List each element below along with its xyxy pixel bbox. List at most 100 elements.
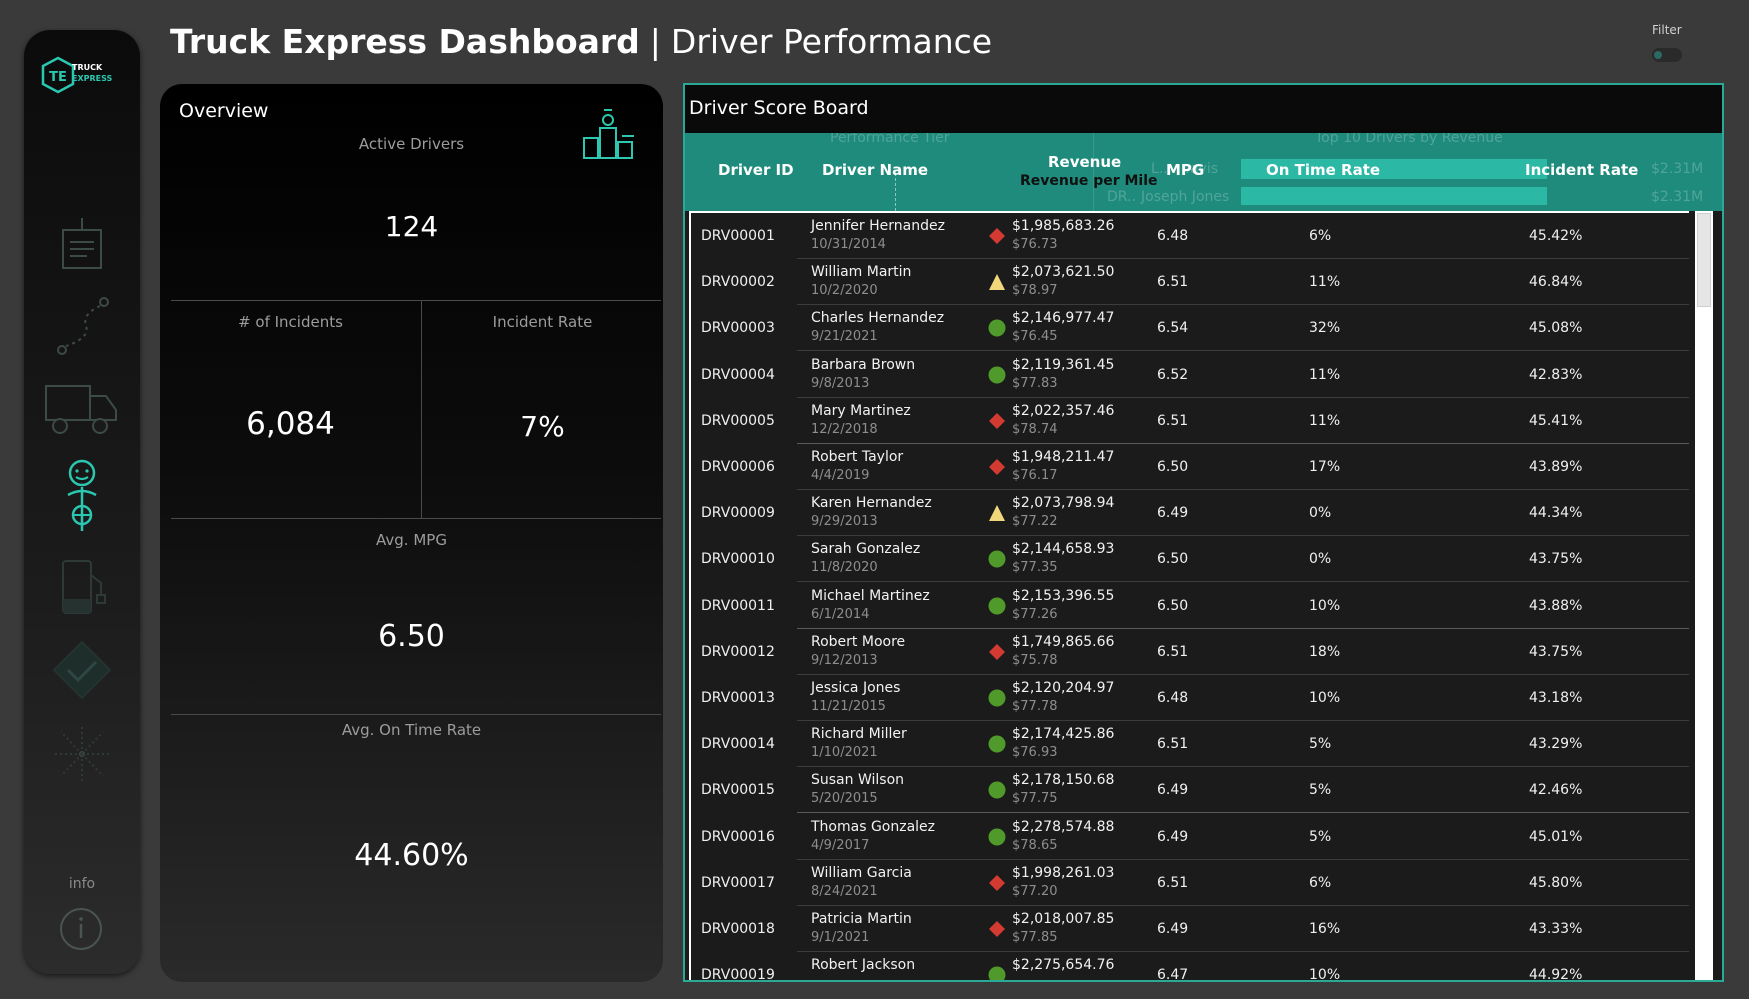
- mpg-cell: 6.51: [1157, 412, 1189, 429]
- mpg-cell: 6.51: [1157, 274, 1189, 291]
- row-divider: [797, 627, 1689, 629]
- driver-id-cell: DRV00018: [701, 921, 775, 937]
- hire-date-cell: 9/1/2021: [811, 930, 870, 945]
- driver-name-cell: William Martin: [811, 264, 912, 281]
- green-circle-icon: [988, 319, 1006, 337]
- driver-id-cell: DRV00001: [701, 228, 775, 244]
- nav-document[interactable]: [42, 208, 122, 280]
- route-icon: [57, 297, 109, 355]
- row-divider: [797, 258, 1689, 259]
- green-circle-icon: [988, 781, 1006, 799]
- table-row[interactable]: DRV00018 Patricia Martin 9/1/2021 $2,018,00…: [691, 906, 1689, 952]
- hire-date-cell: 6/1/2014: [811, 606, 870, 622]
- driver-name-cell: Thomas Gonzalez: [811, 818, 936, 835]
- revenue-per-mile-cell: $77.22: [1012, 514, 1058, 530]
- hire-date-cell: 12/2/2018: [811, 421, 878, 437]
- on-time-rate-cell: 16%: [1309, 921, 1341, 937]
- table-row[interactable]: DRV00012 Robert Moore 9/12/2013 $1,749,865.…: [691, 629, 1689, 675]
- nav-fuel[interactable]: [42, 550, 122, 622]
- on-time-rate-cell: 32%: [1309, 320, 1341, 337]
- row-divider: [797, 858, 1689, 860]
- revenue-per-mile-cell: $77.20: [1012, 883, 1058, 899]
- incident-rate-cell: 43.18%: [1529, 690, 1583, 706]
- col-driver-id[interactable]: Driver ID: [718, 161, 794, 179]
- revenue-per-mile-cell: $78.74: [1012, 421, 1058, 437]
- table-row[interactable]: DRV00015 Susan Wilson 5/20/2015 $2,178,150.…: [691, 767, 1689, 814]
- revenue-cell: $2,018,007.85: [1012, 911, 1115, 927]
- vertical-scrollbar[interactable]: [1695, 211, 1713, 980]
- table-row[interactable]: DRV00003 Charles Hernandez 9/21/2021 $2,146…: [691, 305, 1689, 352]
- col-revenue-per-mile[interactable]: Revenue per Mile: [1020, 173, 1158, 189]
- col-incident-rate[interactable]: Incident Rate: [1525, 161, 1639, 179]
- on-time-rate-cell: 11%: [1309, 412, 1341, 429]
- driver-name-cell: Susan Wilson: [811, 772, 905, 789]
- title-separator: |: [649, 22, 661, 61]
- revenue-per-mile-cell: $75.78: [1012, 652, 1058, 668]
- ghost-axis-line: [895, 173, 896, 211]
- revenue-cell: $2,073,798.94: [1012, 495, 1115, 512]
- table-row[interactable]: DRV00002 William Martin 10/2/2020 $2,073,62…: [691, 259, 1689, 306]
- table-row[interactable]: DRV00019 Robert Jackson $2,275,654.76 6.47 1…: [691, 952, 1689, 980]
- revenue-per-mile-cell: $76.73: [1012, 237, 1058, 252]
- divider: [171, 518, 661, 519]
- driver-score-board: Driver Score Board Performance Tier Top …: [683, 83, 1724, 982]
- incident-rate-cell: 42.46%: [1529, 782, 1583, 799]
- nav-trucks[interactable]: [42, 372, 122, 444]
- green-circle-icon: [988, 366, 1006, 384]
- nav-safety[interactable]: [42, 634, 122, 706]
- ghost-revenue-value: $2.31M: [1651, 189, 1704, 205]
- driver-name-cell: Barbara Brown: [811, 356, 916, 373]
- podium-icon: [583, 109, 634, 159]
- table-row[interactable]: DRV00006 Robert Taylor 4/4/2019 $1,948,211.…: [691, 444, 1689, 490]
- on-time-rate-cell: 5%: [1309, 782, 1332, 799]
- mpg-cell: 6.52: [1157, 366, 1189, 383]
- table-row[interactable]: DRV00016 Thomas Gonzalez 4/9/2017 $2,278,57…: [691, 814, 1689, 860]
- table-row[interactable]: DRV00009 Karen Hernandez 9/29/2013 $2,073,7…: [691, 490, 1689, 537]
- scrollbar-thumb[interactable]: [1697, 213, 1711, 307]
- row-divider: [797, 673, 1689, 675]
- nav-network[interactable]: [42, 718, 122, 790]
- red-diamond-icon: [989, 459, 1005, 475]
- filter-toggle[interactable]: [1652, 48, 1682, 62]
- revenue-cell: $2,178,150.68: [1012, 772, 1115, 789]
- green-circle-icon: [988, 597, 1006, 615]
- table-row[interactable]: DRV00011 Michael Martinez 6/1/2014 $2,153,3…: [691, 583, 1689, 629]
- revenue-cell: $2,120,204.97: [1012, 680, 1115, 696]
- col-mpg[interactable]: MPG: [1166, 161, 1205, 179]
- table-row[interactable]: DRV00014 Richard Miller 1/10/2021 $2,174,42…: [691, 721, 1689, 768]
- revenue-cell: $2,073,621.50: [1012, 264, 1115, 281]
- on-time-rate-cell: 5%: [1309, 736, 1332, 753]
- info-icon[interactable]: [58, 906, 104, 952]
- nav-route[interactable]: [42, 290, 122, 362]
- driver-name-cell: Jennifer Hernandez: [811, 218, 945, 234]
- driver-id-cell: DRV00002: [701, 274, 775, 291]
- table-row[interactable]: DRV00013 Jessica Jones 11/21/2015 $2,120,20…: [691, 675, 1689, 721]
- table-row[interactable]: DRV00010 Sarah Gonzalez 11/8/2020 $2,144,65…: [691, 536, 1689, 583]
- driver-name-cell: William Garcia: [811, 864, 912, 881]
- nav-drivers[interactable]: [42, 459, 122, 532]
- avg-mpg-label: Avg. MPG: [376, 531, 447, 549]
- table-body[interactable]: DRV00001 Jennifer Hernandez 10/31/2014 $1,9…: [689, 211, 1689, 980]
- on-time-rate-cell: 6%: [1309, 228, 1332, 244]
- table-row[interactable]: DRV00001 Jennifer Hernandez 10/31/2014 $1,9…: [691, 213, 1689, 259]
- incident-rate-cell: 43.88%: [1529, 597, 1583, 614]
- col-driver-name[interactable]: Driver Name: [822, 161, 929, 179]
- driver-name-cell: Jessica Jones: [811, 680, 901, 696]
- col-revenue[interactable]: Revenue: [1048, 153, 1122, 171]
- ghost-driver-name: L... ...avis: [1151, 161, 1218, 177]
- ghost-bar: [1241, 159, 1547, 179]
- table-row[interactable]: DRV00004 Barbara Brown 9/8/2013 $2,119,361.…: [691, 352, 1689, 398]
- ghost-bar: [1241, 187, 1547, 205]
- red-diamond-icon: [989, 921, 1005, 937]
- logo-line-2: EXPRESS: [72, 74, 113, 83]
- mpg-cell: 6.50: [1157, 551, 1189, 568]
- incident-rate-cell: 43.29%: [1529, 736, 1583, 753]
- col-on-time-rate[interactable]: On Time Rate: [1266, 161, 1381, 179]
- yellow-triangle-icon: [989, 274, 1005, 291]
- on-time-rate-cell: 11%: [1309, 366, 1341, 383]
- table-row[interactable]: DRV00005 Mary Martinez 12/2/2018 $2,022,357…: [691, 398, 1689, 444]
- table-row[interactable]: DRV00017 William Garcia 8/24/2021 $1,998,26…: [691, 860, 1689, 906]
- mpg-cell: 6.47: [1157, 967, 1189, 980]
- hire-date-cell: 11/8/2020: [811, 560, 878, 576]
- dashboard-title: Truck Express Dashboard: [170, 22, 640, 61]
